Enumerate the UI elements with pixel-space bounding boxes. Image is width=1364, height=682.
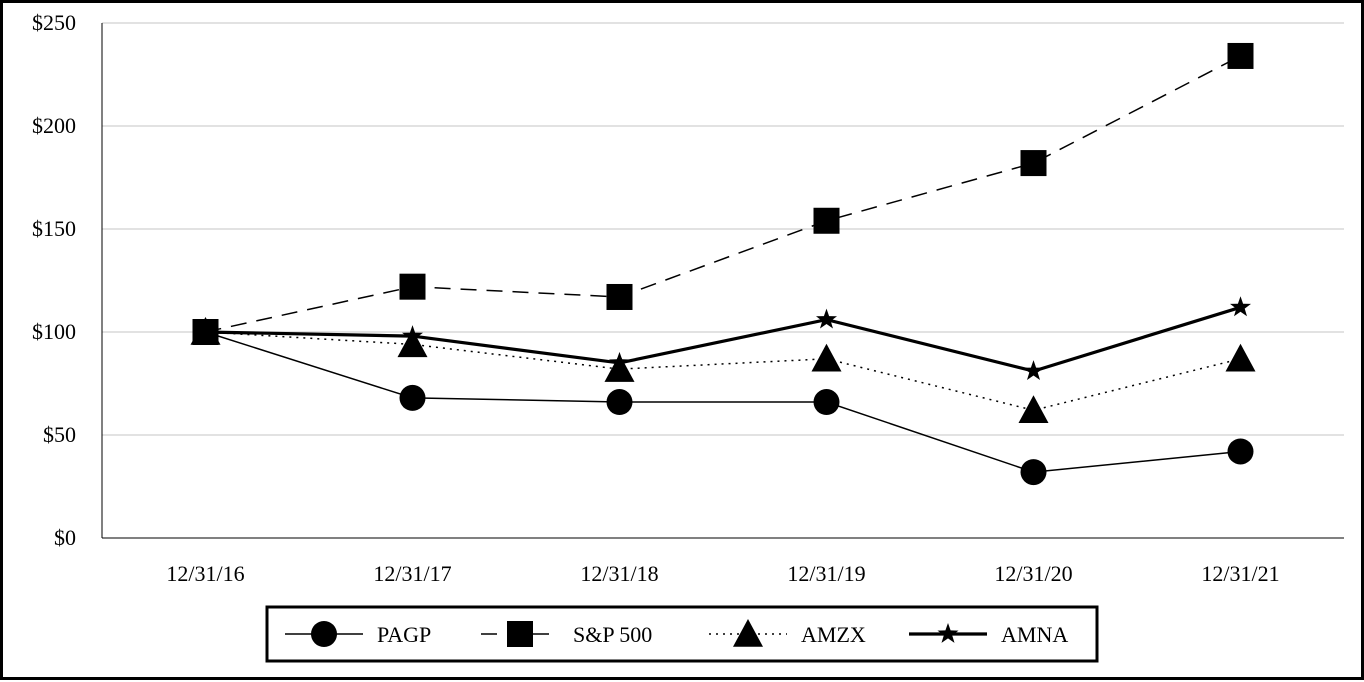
y-tick-label: $150 xyxy=(32,216,76,241)
legend-label-s-p-500: S&P 500 xyxy=(573,622,652,647)
x-tick-label: 12/31/18 xyxy=(580,561,658,586)
data-point-s-p-500 xyxy=(813,207,840,234)
data-point-s-p-500 xyxy=(606,283,633,310)
data-point-pagp xyxy=(813,389,840,416)
data-point-amna xyxy=(1230,296,1251,317)
legend-marker-pagp xyxy=(311,621,337,647)
series-line-pagp xyxy=(205,331,1241,473)
series-line-amna xyxy=(205,305,1241,373)
legend-label-amna: AMNA xyxy=(1001,622,1068,647)
data-point-amzx xyxy=(604,354,635,382)
legend-marker-s-p-500 xyxy=(507,621,533,647)
x-tick-label: 12/31/17 xyxy=(373,561,451,586)
data-point-pagp xyxy=(606,389,633,416)
data-point-pagp xyxy=(1020,459,1047,486)
x-tick-label: 12/31/16 xyxy=(166,561,244,586)
legend-marker-amzx xyxy=(733,619,763,647)
series-line-s-p-500 xyxy=(205,55,1241,333)
data-point-s-p-500 xyxy=(1227,42,1254,69)
series-lines xyxy=(205,55,1241,473)
legend-marker-amna xyxy=(937,623,959,643)
data-point-amna xyxy=(609,351,630,372)
axes xyxy=(101,23,1344,539)
x-tick-label: 12/31/21 xyxy=(1201,561,1279,586)
data-point-amna xyxy=(816,308,837,329)
y-tick-label: $250 xyxy=(32,10,76,35)
legend-label-pagp: PAGP xyxy=(377,622,431,647)
data-point-amna xyxy=(1023,360,1044,380)
data-point-pagp xyxy=(399,384,426,411)
data-point-amzx xyxy=(1225,343,1256,372)
data-point-s-p-500 xyxy=(1020,150,1047,177)
y-tick-label: $50 xyxy=(43,422,76,447)
data-point-amzx xyxy=(397,329,428,358)
data-point-amna xyxy=(402,325,423,345)
legend: PAGP S&P 500 AMZX AMNA xyxy=(265,605,1099,663)
legend-label-amzx: AMZX xyxy=(801,622,866,647)
gridlines xyxy=(102,22,1344,436)
series-markers xyxy=(190,42,1256,486)
y-tick-label: $100 xyxy=(32,319,76,344)
x-tick-labels: 12/31/16 12/31/17 12/31/18 12/31/19 12/31/20… xyxy=(166,561,1279,586)
data-point-amzx xyxy=(811,343,842,372)
x-tick-label: 12/31/19 xyxy=(787,561,865,586)
data-point-pagp xyxy=(1227,438,1254,465)
y-tick-labels: $0 $50 $100 $150 $200 $250 xyxy=(32,10,76,550)
y-tick-label: $0 xyxy=(54,525,76,550)
y-tick-label: $200 xyxy=(32,113,76,138)
series-line-amzx xyxy=(205,331,1241,412)
line-chart: $0$50$100$150$200$250 12/31/16 12/31/17 12… xyxy=(32,10,1344,663)
data-point-amna xyxy=(195,321,216,341)
data-point-s-p-500 xyxy=(399,273,426,300)
x-tick-label: 12/31/20 xyxy=(994,561,1072,586)
data-point-amzx xyxy=(1018,395,1049,424)
